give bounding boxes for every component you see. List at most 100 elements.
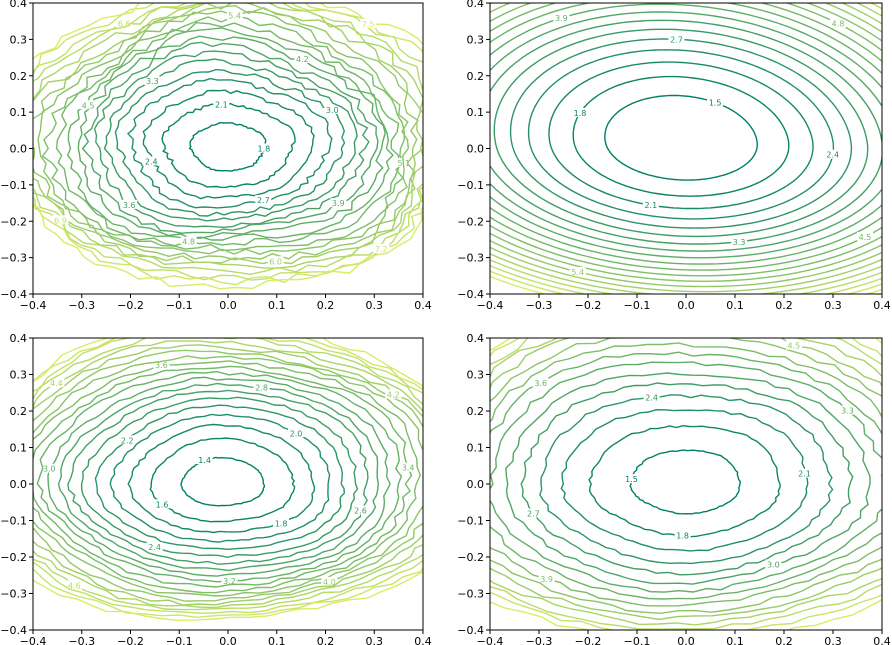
contour-line — [142, 89, 315, 200]
contour-label: 6.9 — [54, 216, 67, 225]
contour-line — [33, 4, 419, 261]
y-tick-label: −0.1 — [0, 515, 27, 528]
contour-label: 6.6 — [118, 20, 131, 29]
contour-label: 1.8 — [574, 109, 587, 118]
contour-line — [490, 11, 882, 252]
contour-label: 4.2 — [387, 391, 400, 400]
contour-label: 3.0 — [326, 106, 339, 115]
x-tick-label: −0.2 — [575, 635, 602, 645]
contour-line — [490, 361, 882, 593]
contour-line — [33, 338, 423, 622]
contour-line — [109, 413, 331, 543]
contour-line — [33, 355, 423, 597]
contour-line — [490, 338, 882, 621]
y-tick-label: 0.2 — [10, 70, 28, 83]
contour-line — [81, 41, 379, 234]
contour-line — [36, 370, 403, 583]
contour-line — [57, 382, 379, 572]
y-tick-label: −0.3 — [457, 588, 484, 601]
contour-line — [127, 423, 316, 534]
contour-label: 2.4 — [148, 543, 161, 552]
contour-label: 2.4 — [645, 394, 658, 403]
contour-label: 3.0 — [767, 560, 780, 569]
contour-line — [490, 351, 882, 600]
y-tick-label: −0.2 — [457, 215, 484, 228]
contour-line — [33, 338, 423, 619]
contour-panel-bottom-right: 1.5 1.8 2.1 2.4 2.7 3.0 3.3 3.6 3.9 4.5 −0.4 −0.3 −0… — [457, 332, 891, 645]
y-tick-label: 0.3 — [10, 33, 28, 46]
contour-label: 2.7 — [527, 510, 540, 519]
x-tick-label: 0.1 — [726, 635, 744, 645]
x-tick-label: 0.0 — [219, 635, 237, 645]
contour-line — [572, 75, 790, 197]
x-tick-label: 0.3 — [366, 635, 384, 645]
contour-line — [520, 382, 854, 576]
contour-line — [490, 270, 882, 294]
contour-line — [149, 437, 296, 523]
contour-line — [33, 344, 423, 606]
contour-line — [33, 365, 413, 588]
y-tick-label: −0.4 — [457, 624, 484, 637]
contour-label: 2.0 — [290, 429, 303, 438]
contour-line — [490, 3, 882, 259]
contour-panel-bottom-left: 1.4 1.6 1.8 2.0 2.2 2.4 2.6 2.8 3.0 3.2 3.4 3.6 4.0 4… — [0, 332, 432, 645]
contour-label: 2.7 — [257, 196, 270, 205]
contour-label: 4.2 — [296, 55, 309, 64]
contour-label: 6.0 — [269, 257, 282, 266]
y-tick-label: −0.3 — [0, 588, 27, 601]
y-tick-label: −0.4 — [0, 288, 27, 301]
contour-label: 1.5 — [625, 475, 638, 484]
contour-line — [490, 338, 882, 626]
contour-line — [509, 38, 853, 229]
x-tick-label: 0.2 — [775, 299, 793, 312]
contour-label: 1.8 — [258, 145, 271, 154]
x-tick-label: 0.4 — [873, 635, 891, 645]
x-tick-label: 0.3 — [824, 635, 842, 645]
contour-panel-top-right: 1.5 1.8 2.1 2.4 2.7 3.3 3.9 4.5 4.8 5.4 −0.4 −0.3 −0… — [457, 0, 891, 312]
x-tick-label: 0.1 — [726, 299, 744, 312]
contour-line — [490, 3, 882, 294]
contour-line — [33, 3, 423, 265]
x-tick-label: 0.4 — [414, 635, 432, 645]
contour-label: 1.4 — [198, 456, 211, 465]
contour-label: 1.8 — [676, 531, 689, 540]
contour-label: 3.6 — [123, 201, 136, 210]
x-tick-label: 0.1 — [268, 635, 286, 645]
y-tick-label: 0.4 — [467, 332, 485, 345]
y-tick-label: −0.1 — [457, 179, 484, 192]
y-tick-label: −0.2 — [0, 215, 27, 228]
contour-line — [180, 456, 266, 507]
y-tick-label: −0.2 — [457, 551, 484, 564]
y-tick-label: 0.2 — [467, 70, 485, 83]
contour-line — [55, 21, 400, 247]
contour-line — [490, 3, 882, 288]
contour-label: 4.8 — [832, 20, 845, 29]
contour-panel-top-left: 1.82.12.42.73.03.33.6 3.94.24.54.85.15.46… — [0, 0, 431, 312]
x-tick-label: 0.4 — [873, 299, 891, 312]
contour-line — [490, 338, 882, 630]
contour-line — [490, 3, 882, 277]
y-tick-label: 0.4 — [10, 0, 28, 10]
contour-line — [490, 3, 882, 293]
contour-line — [604, 94, 758, 181]
x-tick-label: 0.3 — [366, 299, 384, 312]
contour-label: 1.5 — [709, 98, 722, 107]
contour-label: 3.9 — [332, 199, 345, 208]
contour-line — [490, 3, 882, 265]
contour-label: 2.1 — [644, 201, 657, 210]
contour-line — [66, 27, 394, 241]
contour-line — [126, 77, 333, 209]
contour-label: 2.6 — [354, 507, 367, 516]
x-tick-label: −0.3 — [68, 299, 95, 312]
x-tick-label: 0.0 — [677, 635, 695, 645]
x-tick-label: −0.2 — [575, 299, 602, 312]
contour-line — [490, 3, 882, 294]
contour-line — [47, 376, 391, 577]
y-tick-label: 0.0 — [10, 143, 28, 156]
contour-line — [94, 404, 346, 551]
contour-label: 3.3 — [146, 77, 159, 86]
y-tick-label: −0.4 — [457, 288, 484, 301]
x-tick-label: −0.3 — [68, 635, 95, 645]
contour-line — [93, 50, 370, 229]
contour-label: 2.7 — [670, 35, 683, 44]
